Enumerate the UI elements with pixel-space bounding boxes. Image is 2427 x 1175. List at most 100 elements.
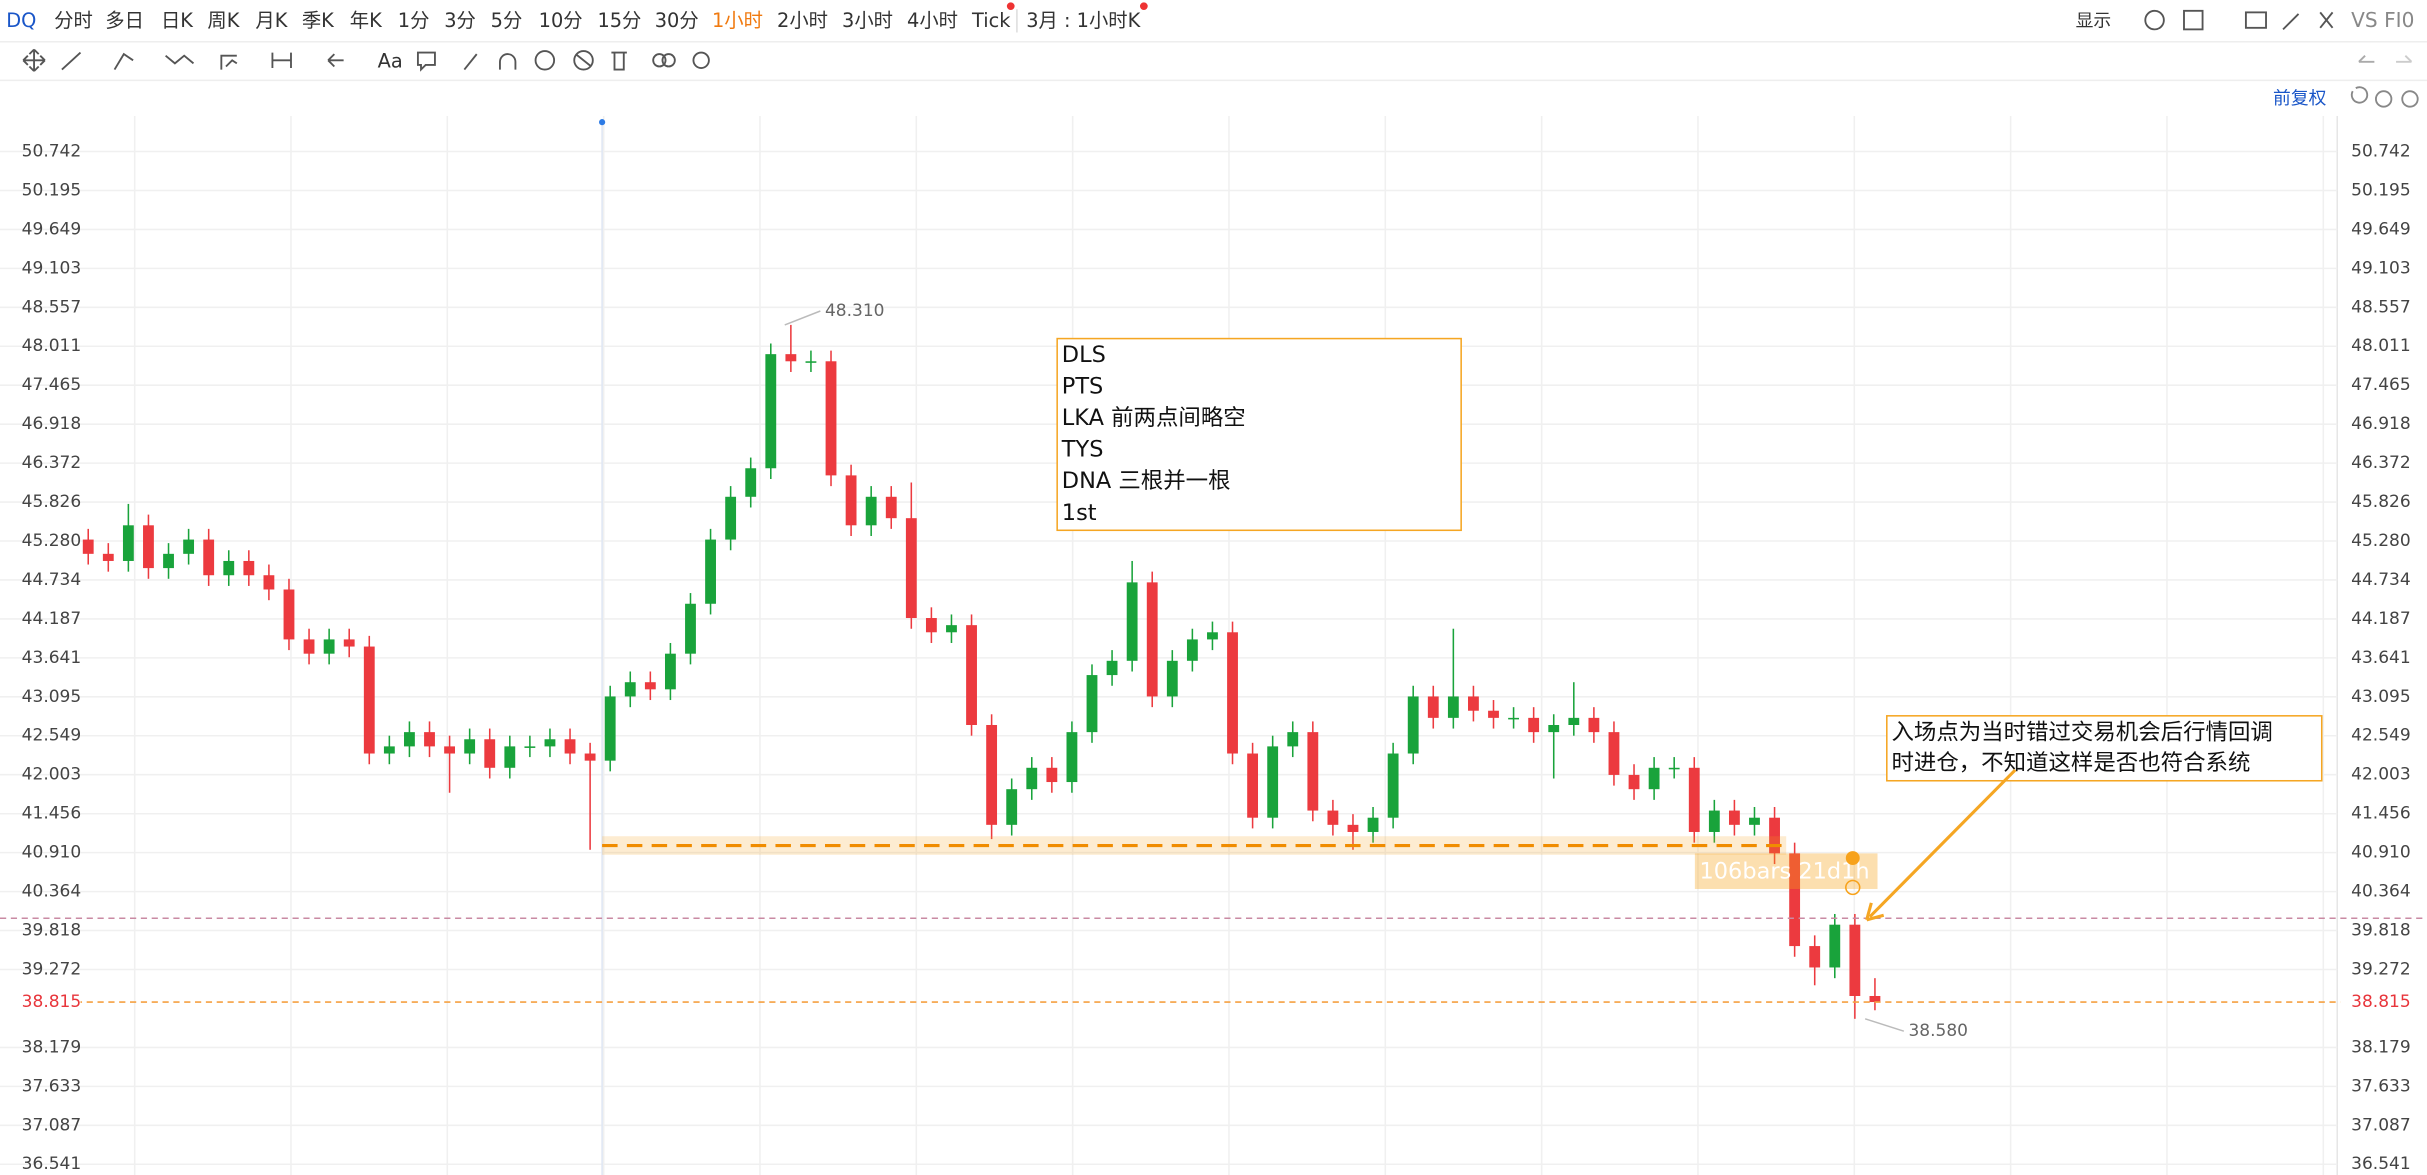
y-tick-label: 48.557 <box>22 297 82 317</box>
period-button[interactable]: 月K <box>255 9 288 32</box>
period-button[interactable]: 日K <box>161 9 194 32</box>
y-tick-label: 36.541 <box>22 1154 82 1174</box>
note-line: DLS <box>1062 342 1106 368</box>
candle-body <box>1488 710 1499 718</box>
entry-note-line: 入场点为当时错过交易机会后行情回调 <box>1891 719 2272 745</box>
y-tick-label: 44.187 <box>22 609 82 629</box>
badge <box>1139 2 1148 11</box>
candle-body <box>785 354 797 362</box>
candle-body <box>986 724 998 825</box>
candle-body <box>82 539 94 554</box>
display-menu[interactable]: 显示 <box>2076 11 2112 32</box>
candle-body <box>664 653 676 690</box>
candle-body <box>1106 660 1118 676</box>
candle-body <box>925 618 937 633</box>
symbol[interactable]: DQ <box>6 9 36 32</box>
candle-body <box>865 496 877 526</box>
candle-body <box>1207 632 1218 640</box>
candle-body <box>122 525 134 561</box>
period-button[interactable]: 1分 <box>398 9 430 32</box>
candle-body <box>143 525 154 569</box>
period-button[interactable]: 多日 <box>105 9 144 32</box>
period-button[interactable]: 10分 <box>539 9 583 32</box>
candle-body <box>544 739 556 747</box>
period-button[interactable]: 分时 <box>54 9 93 32</box>
y-tick-label: 47.465 <box>22 375 82 395</box>
cursor-dot <box>599 119 606 126</box>
period-menu[interactable]: 3月 : 1小时K <box>1026 9 1141 32</box>
period-button[interactable]: 30分 <box>655 9 699 32</box>
period-button[interactable]: 季K <box>302 9 335 32</box>
candle-body <box>1608 732 1620 775</box>
note-line: LKA 前两点间略空 <box>1062 405 1246 431</box>
candle-body <box>183 539 195 554</box>
candle-body <box>1769 817 1780 854</box>
y-tick-label-right: 45.280 <box>2351 531 2411 551</box>
candle-body <box>303 639 315 654</box>
adjust-button[interactable]: 前复权 <box>2273 88 2327 109</box>
candle-body <box>725 496 737 540</box>
candle-body <box>1668 767 1680 770</box>
candle-body <box>243 560 255 576</box>
candle-body <box>1508 717 1519 720</box>
y-tick-label-right: 50.195 <box>2351 180 2411 200</box>
candle-body <box>1849 924 1861 996</box>
period-button[interactable]: Tick <box>971 9 1011 32</box>
period-button[interactable]: 5分 <box>491 9 523 32</box>
plot <box>82 324 1881 1019</box>
candle-body <box>1327 810 1339 825</box>
text-tool[interactable]: Aa <box>378 49 403 72</box>
candle-body <box>1307 732 1319 811</box>
y-tick-label-right: 36.541 <box>2351 1154 2411 1174</box>
candle-body <box>444 746 456 754</box>
y-tick-label: 43.641 <box>22 648 82 668</box>
candle-body <box>685 603 696 654</box>
candle-body <box>1829 924 1841 968</box>
y-tick-label: 46.918 <box>22 414 82 434</box>
y-tick-label-right: 43.641 <box>2351 648 2411 668</box>
candle-body <box>845 475 857 526</box>
y-tick-label-right: 49.649 <box>2351 219 2411 239</box>
period-button[interactable]: 周K <box>207 9 240 32</box>
candle-body <box>1728 810 1740 825</box>
y-tick-label: 50.742 <box>22 141 82 161</box>
entry-note-box <box>1886 715 2323 782</box>
candle-body <box>1548 724 1560 733</box>
period-button[interactable]: 年K <box>350 9 383 32</box>
candle-body <box>283 589 295 640</box>
period-button[interactable]: 4小时 <box>907 9 958 32</box>
y-tick-label-right: 44.187 <box>2351 609 2411 629</box>
low-leader <box>1864 1018 1905 1032</box>
candle-body <box>1708 810 1720 832</box>
candle-body <box>584 753 596 761</box>
candle-body <box>484 739 496 768</box>
last-price-label-right: 38.815 <box>2351 992 2411 1012</box>
candle-body <box>1528 717 1540 733</box>
candle-body <box>1628 774 1640 790</box>
y-tick-label: 40.364 <box>22 882 82 902</box>
overlays: 38.815 38.815 48.310 38.580 DLS PTS LKA 前两点间略空… <box>0 301 2427 1041</box>
period-button[interactable]: 1小时 <box>712 9 763 32</box>
candle-body <box>564 739 576 754</box>
signal-marker <box>1845 851 1860 866</box>
y-tick-label: 46.372 <box>22 453 82 473</box>
period-button[interactable]: 15分 <box>597 9 641 32</box>
candle-body <box>805 361 817 363</box>
y-tick-label-right: 46.372 <box>2351 453 2411 473</box>
candle-body <box>765 354 777 469</box>
period-button[interactable]: 3分 <box>444 9 476 32</box>
y-tick-label-right: 48.557 <box>2351 297 2411 317</box>
last-price-label: 38.815 <box>22 992 82 1012</box>
compare-button[interactable]: VS FI0 <box>2351 8 2414 32</box>
candle-body <box>1086 675 1098 733</box>
y-tick-label-right: 43.095 <box>2351 687 2411 707</box>
y-tick-label: 42.549 <box>22 726 82 746</box>
price-tag-bg <box>2340 989 2427 1015</box>
period-button[interactable]: 3小时 <box>842 9 893 32</box>
candle-body <box>464 739 476 754</box>
drawing-tools[interactable] <box>22 9 2419 108</box>
candle-body <box>946 625 957 633</box>
period-button[interactable]: 2小时 <box>777 9 828 32</box>
y-tick-label: 49.103 <box>22 258 82 278</box>
